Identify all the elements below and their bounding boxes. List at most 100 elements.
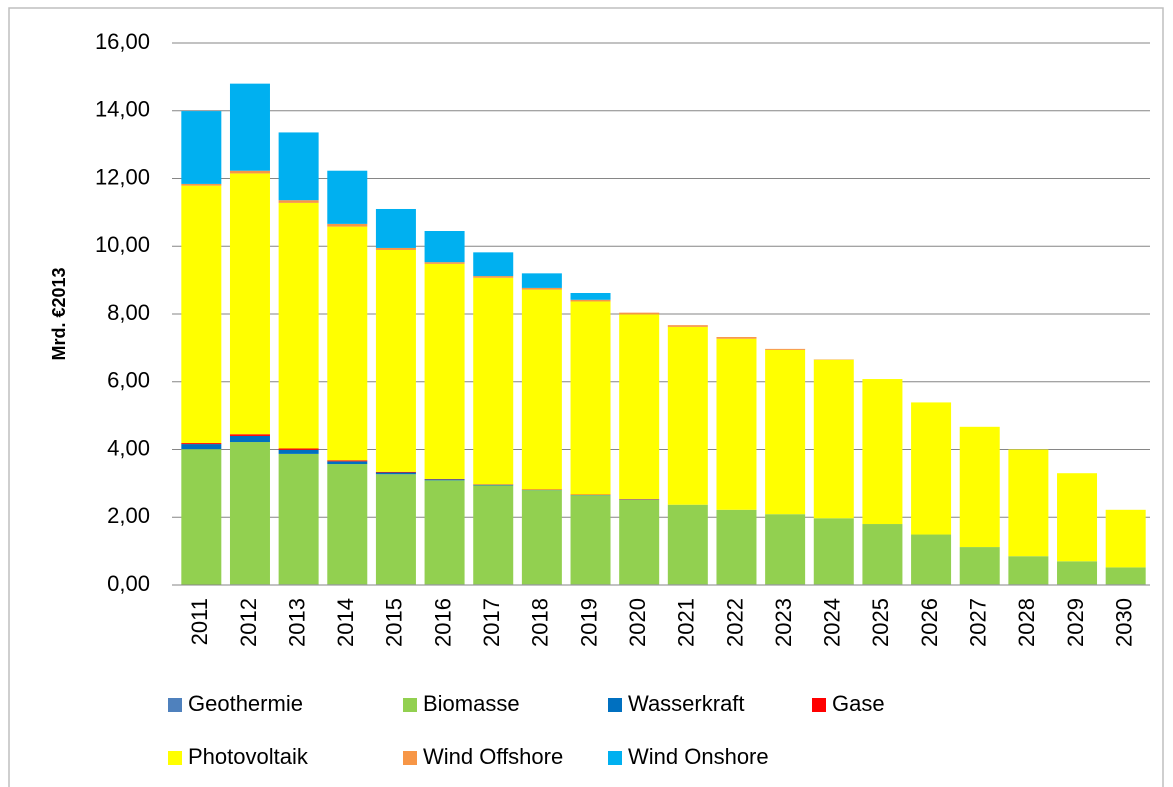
x-tick-label: 2025 — [868, 598, 893, 647]
bar-segment — [229, 173, 270, 435]
legend-swatch — [403, 751, 417, 765]
bar-segment — [1057, 561, 1098, 585]
bar-segment — [765, 514, 806, 585]
bar-segment — [716, 509, 757, 585]
x-tick-label: 2014 — [333, 598, 358, 647]
bar-segment — [181, 449, 222, 585]
x-tick-label: 2013 — [284, 598, 309, 647]
bar-segment — [229, 83, 270, 171]
bar-segment — [1008, 449, 1049, 557]
bar-segment — [1008, 556, 1049, 585]
bar-segment — [667, 504, 708, 585]
bar-segment — [424, 262, 465, 264]
bar-segment — [1105, 509, 1146, 568]
legend-label: Wasserkraft — [628, 691, 745, 716]
x-tick-label: 2030 — [1111, 598, 1136, 647]
bar-segment — [181, 183, 222, 186]
bar-segment — [619, 499, 660, 585]
bar-segment — [521, 289, 562, 490]
bar-segment — [278, 453, 319, 585]
x-tick-label: 2019 — [576, 598, 601, 647]
bar-segment — [570, 495, 611, 585]
bar-segment — [229, 442, 270, 585]
bar-segment — [327, 460, 368, 462]
bar-segment — [278, 202, 319, 449]
bar-segment — [862, 524, 903, 585]
legend-label: Gase — [832, 691, 885, 716]
bar-segment — [278, 132, 319, 201]
bar-segment — [327, 464, 368, 585]
bar-segment — [424, 480, 465, 585]
bar-segment — [570, 292, 611, 300]
bar-segment — [667, 325, 708, 327]
bar-segment — [716, 338, 757, 510]
bar-segment — [327, 170, 368, 224]
bar-segment — [327, 461, 368, 465]
bar-segment — [473, 485, 514, 585]
y-tick-label: 10,00 — [95, 232, 150, 257]
y-tick-label: 2,00 — [107, 503, 150, 528]
bar-segment — [181, 185, 222, 444]
x-tick-label: 2027 — [966, 598, 991, 647]
y-tick-label: 6,00 — [107, 368, 150, 393]
bar-segment — [521, 490, 562, 585]
bar-segment — [181, 443, 222, 445]
x-tick-label: 2022 — [722, 598, 747, 647]
legend-label: Photovoltaik — [188, 744, 309, 769]
y-tick-label: 16,00 — [95, 29, 150, 54]
bar-segment — [229, 170, 270, 174]
x-tick-label: 2016 — [430, 598, 455, 647]
legend-swatch — [812, 698, 826, 712]
bar-segment — [181, 444, 222, 450]
bar-segment — [424, 231, 465, 263]
bar-segment — [813, 518, 854, 585]
legend-label: Wind Offshore — [423, 744, 563, 769]
bar-segment — [1105, 567, 1146, 585]
bar-segment — [181, 111, 222, 184]
legend-label: Geothermie — [188, 691, 303, 716]
bar-segment — [278, 449, 319, 454]
bar-segment — [1057, 473, 1098, 562]
bar-segment — [765, 349, 806, 515]
x-tick-label: 2021 — [674, 598, 699, 647]
y-tick-label: 0,00 — [107, 571, 150, 596]
bar-segment — [229, 434, 270, 436]
y-tick-label: 4,00 — [107, 435, 150, 460]
bar-segment — [327, 223, 368, 227]
y-tick-label: 12,00 — [95, 164, 150, 189]
x-tick-label: 2029 — [1063, 598, 1088, 647]
x-tick-label: 2012 — [236, 598, 261, 647]
x-tick-label: 2011 — [187, 598, 212, 645]
bar-segment — [229, 435, 270, 443]
bar-segment — [473, 276, 514, 278]
bar-segment — [667, 326, 708, 505]
legend-swatch — [168, 751, 182, 765]
y-axis-label: Mrd. €2013 — [49, 267, 69, 360]
bar-segment — [375, 208, 416, 248]
x-tick-label: 2018 — [528, 598, 553, 647]
bar-segment — [619, 314, 660, 499]
bar-segment — [424, 479, 465, 481]
x-tick-label: 2024 — [820, 598, 845, 647]
x-tick-label: 2023 — [771, 598, 796, 647]
bar-segment — [911, 402, 952, 535]
bar-segment — [375, 247, 416, 250]
x-tick-label: 2020 — [625, 598, 650, 647]
bar-segment — [619, 312, 660, 315]
bar-segment — [521, 273, 562, 288]
legend-label: Wind Onshore — [628, 744, 769, 769]
y-tick-label: 14,00 — [95, 97, 150, 122]
legend-swatch — [403, 698, 417, 712]
bar-segment — [716, 337, 757, 339]
bar-segment — [473, 277, 514, 485]
legend-swatch — [168, 698, 182, 712]
bar-segment — [327, 226, 368, 461]
bar-segment — [570, 299, 611, 302]
bar-segment — [862, 379, 903, 525]
legend-swatch — [608, 751, 622, 765]
bar-segment — [473, 252, 514, 277]
bar-segment — [424, 263, 465, 479]
bar-segment — [570, 301, 611, 495]
legend-label: Biomasse — [423, 691, 520, 716]
